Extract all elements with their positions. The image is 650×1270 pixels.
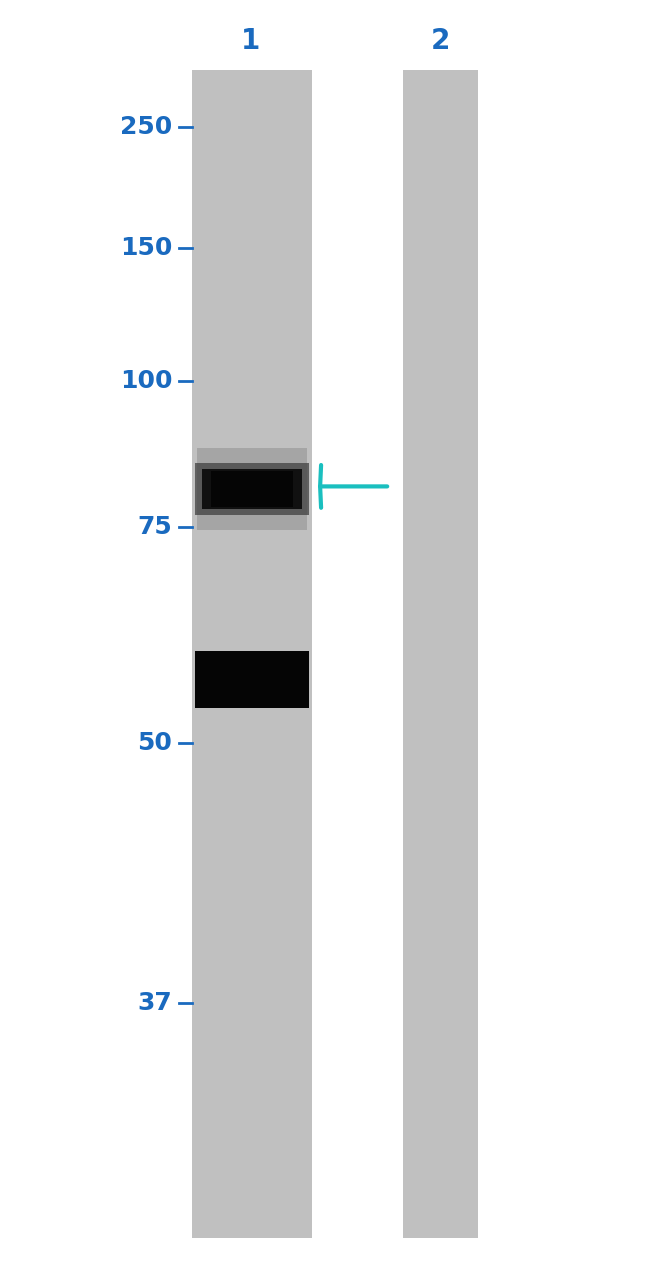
Text: 37: 37 <box>138 992 172 1015</box>
Text: 50: 50 <box>137 732 172 754</box>
Bar <box>192 70 312 1238</box>
Bar <box>202 469 302 509</box>
Bar <box>211 471 292 507</box>
Text: 1: 1 <box>240 27 260 55</box>
Bar <box>197 448 307 530</box>
Bar <box>195 652 309 709</box>
Text: 75: 75 <box>138 516 172 538</box>
Text: 100: 100 <box>120 370 172 392</box>
Bar <box>403 70 478 1238</box>
Text: 150: 150 <box>120 236 172 259</box>
Text: 250: 250 <box>120 116 172 138</box>
Text: 2: 2 <box>431 27 450 55</box>
Bar <box>195 462 309 516</box>
